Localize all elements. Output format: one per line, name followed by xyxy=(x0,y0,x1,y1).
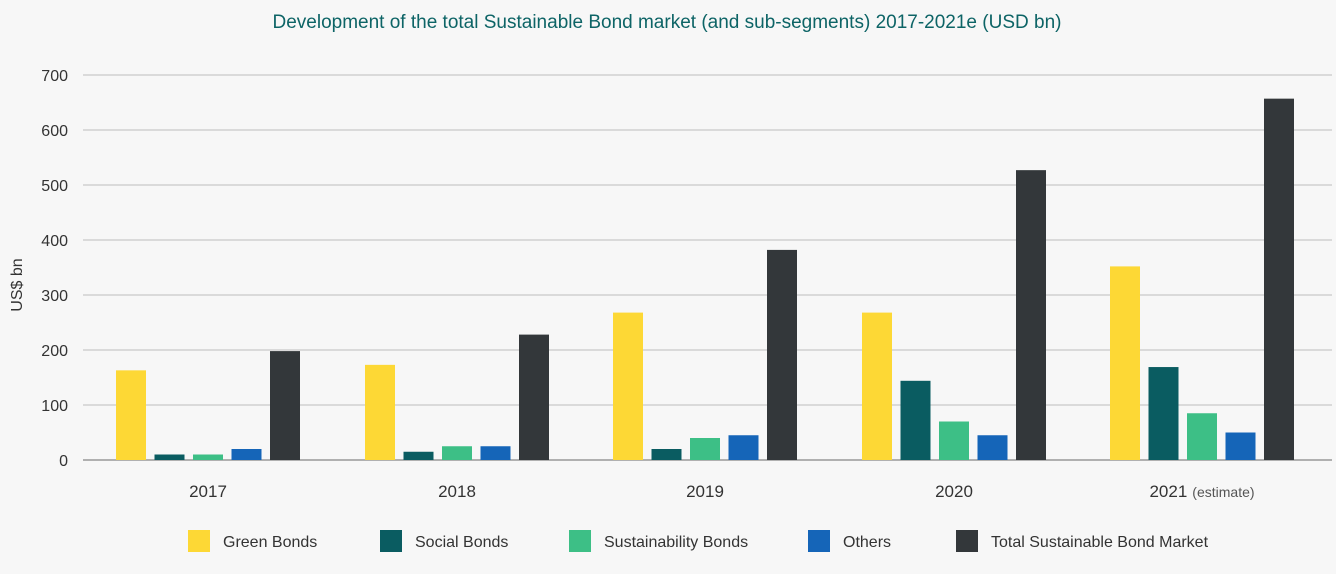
x-tick-label: 2021 (estimate) xyxy=(1149,482,1254,501)
bar xyxy=(403,451,434,460)
legend-swatch xyxy=(956,530,978,552)
bar xyxy=(154,454,185,460)
x-tick-label: 2019 xyxy=(686,482,724,501)
y-axis-ticks: 0 100 200 300 400 500 600 700 xyxy=(41,68,68,470)
legend: Green Bonds Social Bonds Sustainability Bo… xyxy=(188,530,1209,552)
bar xyxy=(231,449,262,460)
y-tick-label: 600 xyxy=(41,123,68,140)
bar xyxy=(900,380,931,460)
y-tick-label: 100 xyxy=(41,398,68,415)
y-tick-label: 0 xyxy=(59,453,68,470)
bar xyxy=(767,249,797,460)
bar xyxy=(365,364,395,460)
legend-item: Total Sustainable Bond Market xyxy=(956,530,1209,552)
bar xyxy=(1225,432,1256,460)
bar xyxy=(728,435,759,460)
legend-swatch xyxy=(380,530,402,552)
bar xyxy=(519,334,549,460)
legend-label: Social Bonds xyxy=(415,534,508,551)
bar xyxy=(270,351,300,460)
y-tick-label: 200 xyxy=(41,343,68,360)
legend-label: Green Bonds xyxy=(223,534,317,551)
bar xyxy=(1148,367,1179,460)
legend-item: Sustainability Bonds xyxy=(569,530,748,552)
legend-swatch xyxy=(569,530,591,552)
legend-label: Sustainability Bonds xyxy=(604,534,748,551)
bar xyxy=(442,446,472,460)
bar xyxy=(977,435,1008,460)
bar xyxy=(480,446,511,460)
y-tick-label: 400 xyxy=(41,233,68,250)
legend-swatch xyxy=(808,530,830,552)
legend-swatch xyxy=(188,530,210,552)
bar xyxy=(862,312,892,460)
chart-title: Development of the total Sustainable Bon… xyxy=(273,12,1062,33)
legend-label: Others xyxy=(843,534,891,551)
y-tick-label: 700 xyxy=(41,68,68,85)
bar xyxy=(613,312,643,460)
y-tick-label: 300 xyxy=(41,288,68,305)
x-tick-label: 2018 xyxy=(438,482,476,501)
legend-item: Others xyxy=(808,530,891,552)
x-tick-label: 2020 xyxy=(935,482,973,501)
bar xyxy=(690,438,720,460)
bar xyxy=(651,449,682,460)
x-axis-ticks: 2017 2018 2019 2020 2021 (estimate) xyxy=(189,482,1254,501)
legend-label: Total Sustainable Bond Market xyxy=(991,534,1209,551)
bars xyxy=(116,98,1294,461)
y-tick-label: 500 xyxy=(41,178,68,195)
legend-item: Social Bonds xyxy=(380,530,508,552)
bar xyxy=(939,421,969,460)
legend-item: Green Bonds xyxy=(188,530,317,552)
bar xyxy=(1110,266,1140,460)
bar xyxy=(1264,98,1294,461)
bar xyxy=(193,454,223,460)
bar xyxy=(1187,413,1217,460)
y-axis-label: US$ bn xyxy=(9,258,26,311)
bar xyxy=(116,370,146,460)
bar xyxy=(1016,170,1046,460)
x-tick-label: 2017 xyxy=(189,482,227,501)
